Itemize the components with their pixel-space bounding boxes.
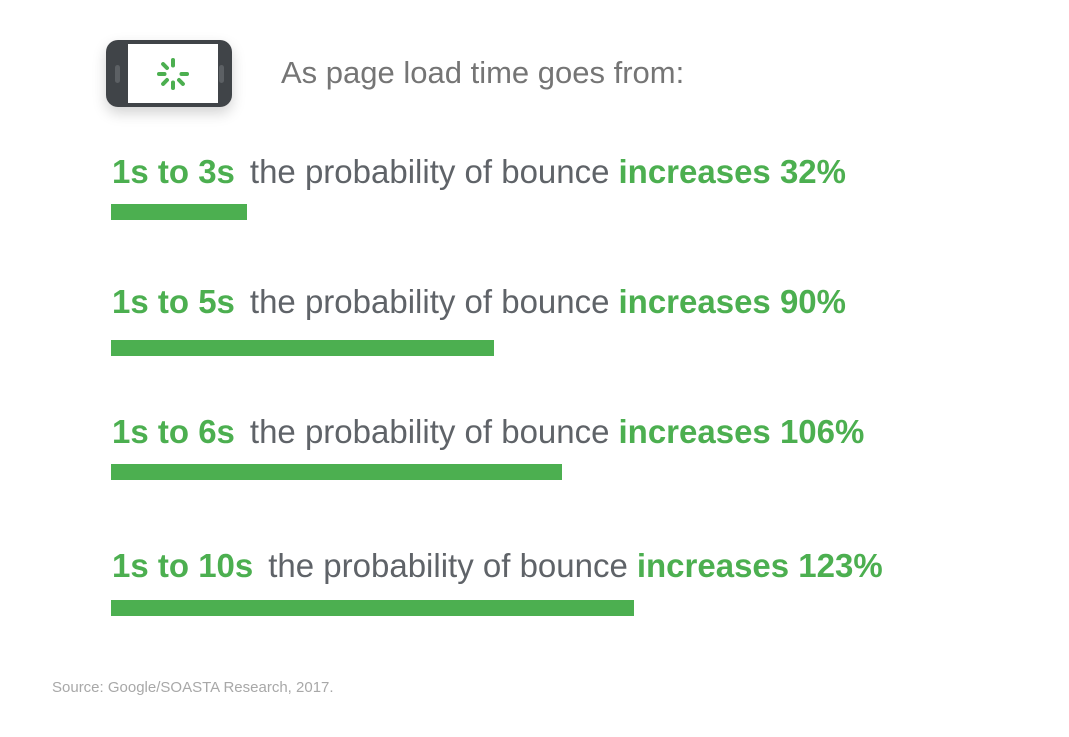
row-body-text: the probability of bounce [268, 547, 628, 584]
phone-loading-spinner-icon [106, 40, 232, 107]
page-title: As page load time goes from: [281, 55, 685, 90]
time-range-label: 1s to 10s [112, 547, 254, 584]
phone-screen [128, 44, 218, 103]
row-body-text: the probability of bounce [249, 413, 610, 450]
increase-value-label: increases 32% [618, 153, 847, 190]
source-attribution: Source: Google/SOASTA Research, 2017. [52, 679, 334, 696]
bounce-bar [111, 204, 247, 220]
bounce-row-1: 1s to 3s the probability of bounce increas… [112, 152, 846, 192]
row-body-text: the probability of bounce [249, 283, 610, 320]
time-range-label: 1s to 3s [112, 153, 235, 190]
increase-value-label: increases 123% [636, 547, 883, 584]
bounce-row-2: 1s to 5s the probability of bounce increas… [112, 282, 846, 322]
loading-spinner-icon [157, 57, 189, 90]
increase-value-label: increases 106% [618, 413, 865, 450]
bounce-bar [111, 464, 562, 480]
bounce-row-4: 1s to 10s the probability of bounce increa… [112, 546, 883, 586]
row-body-text: the probability of bounce [249, 153, 610, 190]
phone-speaker-slot [115, 64, 120, 83]
bounce-bar [111, 340, 494, 356]
time-range-label: 1s to 5s [112, 283, 235, 320]
bounce-row-3: 1s to 6s the probability of bounce increas… [112, 412, 864, 452]
phone-button-slot [219, 64, 224, 83]
bounce-bar [111, 600, 634, 616]
increase-value-label: increases 90% [618, 283, 847, 320]
time-range-label: 1s to 6s [112, 413, 235, 450]
